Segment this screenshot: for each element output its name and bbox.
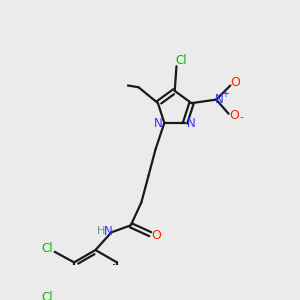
Text: Cl: Cl	[175, 54, 187, 68]
Text: N: N	[154, 117, 163, 130]
Text: O: O	[152, 229, 161, 242]
Text: O: O	[229, 109, 239, 122]
Text: Cl: Cl	[41, 242, 52, 255]
Text: H: H	[97, 226, 105, 236]
Text: N: N	[104, 225, 113, 238]
Text: N: N	[187, 117, 196, 130]
Text: N: N	[214, 93, 223, 106]
Text: O: O	[231, 76, 241, 89]
Text: Cl: Cl	[41, 291, 52, 300]
Text: +: +	[221, 89, 229, 99]
Text: -: -	[240, 112, 244, 122]
